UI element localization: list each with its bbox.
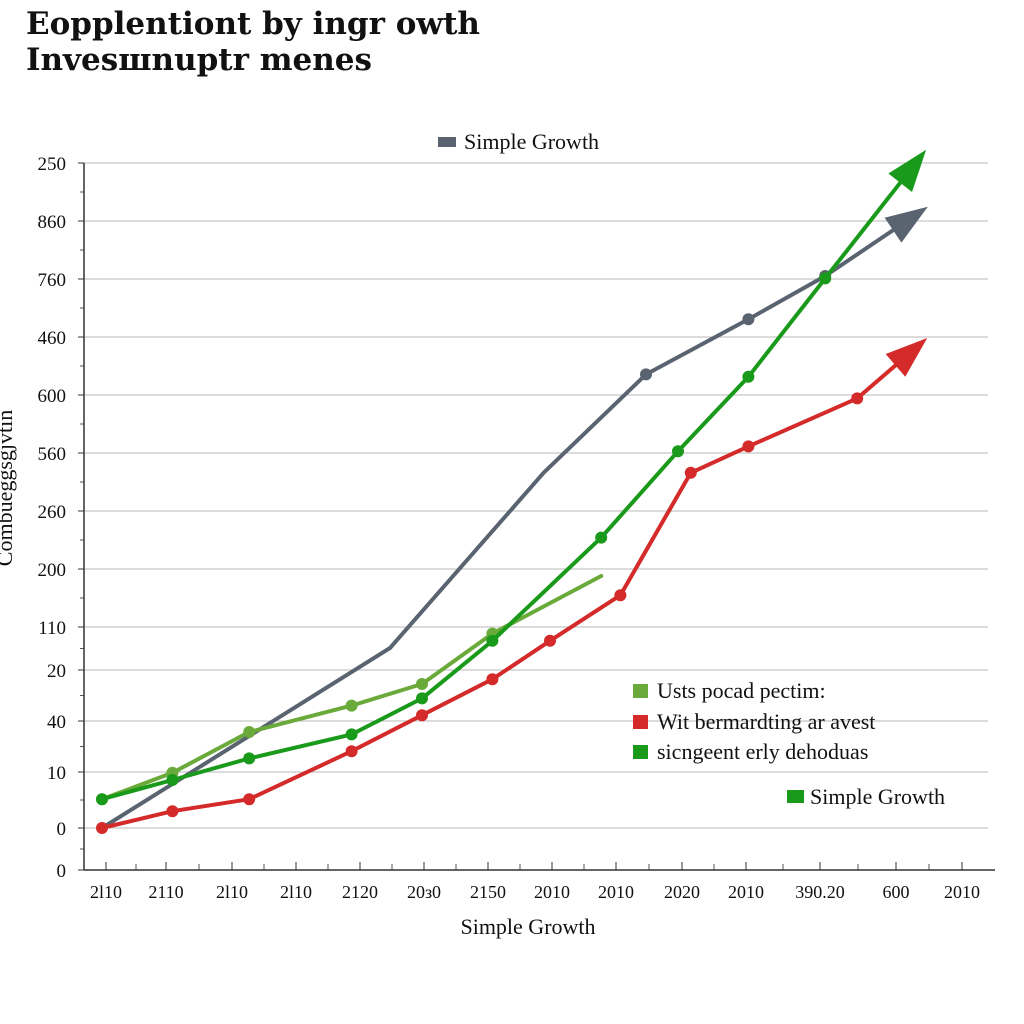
data-point <box>595 531 608 544</box>
legend-label-3: sicngeent erly dehoduas <box>657 739 868 764</box>
series-1 <box>100 206 928 830</box>
chart-title-line-1: Eopplentiont by ingr owth <box>26 6 480 42</box>
x-tick-label: 2010 <box>598 882 634 902</box>
legend-swatch-1 <box>633 684 648 698</box>
data-point <box>672 445 684 458</box>
data-point <box>742 370 755 383</box>
x-tick-label: 2010 <box>944 882 980 902</box>
series-line <box>100 341 924 830</box>
x-tick-label: 2l10 <box>280 882 312 902</box>
y-tick-label: 760 <box>38 270 67 291</box>
y-tick-label: 460 <box>38 328 67 349</box>
legend-label-2: Wit bermardting ar avest <box>657 709 875 734</box>
x-tick-label: 2010 <box>534 882 570 902</box>
data-point <box>96 822 108 834</box>
extra-legend-label: Simple Growth <box>810 784 945 809</box>
data-point <box>166 774 179 786</box>
data-point <box>416 678 428 690</box>
x-tick-labels: 2l10 2110 2l10 2l10 2120 20з0 2150 2010 2010 2020… <box>90 882 980 902</box>
data-point <box>684 466 697 479</box>
data-point <box>544 634 556 647</box>
legend: Usts pocad pectim: Wit bermardting ar av… <box>633 678 875 764</box>
data-point <box>345 699 358 712</box>
chart-title-line-2: Invesшnuptr menes <box>26 42 372 78</box>
y-tick-label: 250 <box>38 154 67 175</box>
extra-legend-swatch <box>787 790 804 803</box>
y-tick-labels: 250 860 760 460 600 560 260 200 110 20 40 10 0 0 <box>38 154 67 882</box>
x-tick-label: 2110 <box>148 882 183 902</box>
y-tick-label: 560 <box>38 444 67 465</box>
y-tick-label: 260 <box>38 502 67 523</box>
legend-swatch-2 <box>633 715 648 729</box>
data-point <box>166 805 179 818</box>
data-point <box>243 793 256 806</box>
data-point <box>345 745 358 758</box>
legend-label-1: Usts pocad pectim: <box>657 678 826 703</box>
series-4 <box>96 149 927 806</box>
data-point <box>96 793 108 806</box>
y-tick-label: 40 <box>47 712 66 733</box>
legend-swatch-3 <box>633 745 648 759</box>
data-point <box>243 752 256 765</box>
data-point <box>345 728 358 741</box>
y-tick-label: 20 <box>47 661 66 682</box>
x-tick-label: 2010 <box>728 882 764 902</box>
data-point <box>640 368 652 381</box>
top-legend: Simple Growth <box>438 129 599 154</box>
y-tick-label: 0 <box>57 861 67 882</box>
y-tick-label: 200 <box>38 560 67 581</box>
y-tick-label: 0 <box>57 819 67 840</box>
x-tick-label: 2020 <box>664 882 700 902</box>
x-axis-label: Simple Growth <box>460 914 595 939</box>
series-arrowhead <box>888 149 927 193</box>
x-tick-label: 2120 <box>342 882 378 902</box>
data-point <box>742 440 755 453</box>
y-tick-label: 860 <box>38 212 67 233</box>
grid-lines <box>78 162 988 871</box>
y-tick-label: 10 <box>47 763 66 784</box>
data-point <box>742 313 755 326</box>
extra-legend: Simple Growth <box>787 784 945 809</box>
x-tick-label: 2l10 <box>90 882 122 902</box>
data-point <box>614 589 627 602</box>
x-tick-label: 390.20 <box>795 882 845 902</box>
data-point <box>416 709 428 722</box>
top-legend-swatch <box>438 137 456 147</box>
y-tick-label: 110 <box>38 618 66 639</box>
data-point <box>416 692 428 705</box>
data-point <box>851 392 864 405</box>
x-tick-label: 2150 <box>470 882 506 902</box>
x-tick-label: 600 <box>883 882 910 902</box>
data-point <box>486 673 499 686</box>
data-point <box>486 634 499 647</box>
x-tick-label: 2l10 <box>216 882 248 902</box>
chart-title: Eopplentiont by ingr owth Invesшnuptr me… <box>26 6 480 78</box>
y-tick-label: 600 <box>38 386 67 407</box>
series-3 <box>96 337 928 834</box>
data-point <box>243 726 256 738</box>
top-legend-label: Simple Growth <box>464 129 599 154</box>
series-group <box>96 149 928 834</box>
y-axis-label: Combueggsgjvtin <box>0 410 17 566</box>
series-line <box>100 209 924 830</box>
data-point <box>819 272 832 285</box>
series-arrowhead <box>884 206 928 243</box>
series-arrowhead <box>885 337 928 377</box>
x-tick-label: 20з0 <box>407 882 441 902</box>
